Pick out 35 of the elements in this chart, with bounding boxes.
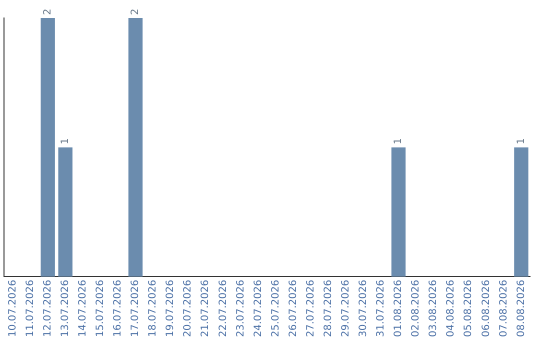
x-tick-label: 11.07.2026 [24, 280, 36, 338]
x-tick-label: 24.07.2026 [252, 280, 264, 338]
x-tick-label: 17.07.2026 [130, 280, 142, 338]
x-tick-label: 29.07.2026 [340, 280, 352, 338]
x-tick-label: 05.08.2026 [463, 280, 474, 338]
x-tick-label: 13.07.2026 [60, 280, 71, 338]
data-label: 2 [130, 8, 142, 15]
x-tick-label: 23.07.2026 [235, 280, 246, 338]
data-label: 2 [42, 8, 54, 15]
x-tick-label: 20.07.2026 [182, 280, 194, 338]
x-tick-label: 08.08.2026 [516, 280, 527, 338]
data-label: 1 [393, 138, 404, 144]
x-tick-label: 28.07.2026 [322, 280, 334, 338]
x-tick-label: 26.07.2026 [288, 280, 299, 338]
x-tick-label: 04.08.2026 [446, 280, 457, 338]
x-tick-label: 27.07.2026 [305, 280, 316, 338]
x-tick-label: 12.07.2026 [42, 280, 54, 338]
x-tick-label: 21.07.2026 [200, 280, 212, 338]
x-tick-label: 18.07.2026 [148, 280, 159, 338]
x-tick-label: 15.07.2026 [95, 280, 106, 338]
x-tick-label: 01.08.2026 [393, 280, 404, 338]
data-label: 1 [60, 138, 71, 144]
x-tick-label: 14.07.2026 [77, 280, 88, 338]
x-tick-label: 31.07.2026 [376, 280, 387, 338]
x-tick-label: 30.07.2026 [358, 280, 370, 338]
x-tick-label: 02.08.2026 [410, 280, 422, 338]
x-tick-label: 16.07.2026 [112, 280, 124, 338]
data-label: 1 [516, 138, 527, 144]
x-tick-label: 03.08.2026 [428, 280, 440, 338]
x-tick-label: 25.07.2026 [270, 280, 282, 338]
x-tick-label: 22.07.2026 [218, 280, 229, 338]
x-tick-label: 06.08.2026 [480, 280, 492, 338]
x-tick-label: 07.08.2026 [498, 280, 510, 338]
x-tick-label: 10.07.2026 [7, 280, 18, 338]
x-tick-label: 19.07.2026 [165, 280, 176, 338]
